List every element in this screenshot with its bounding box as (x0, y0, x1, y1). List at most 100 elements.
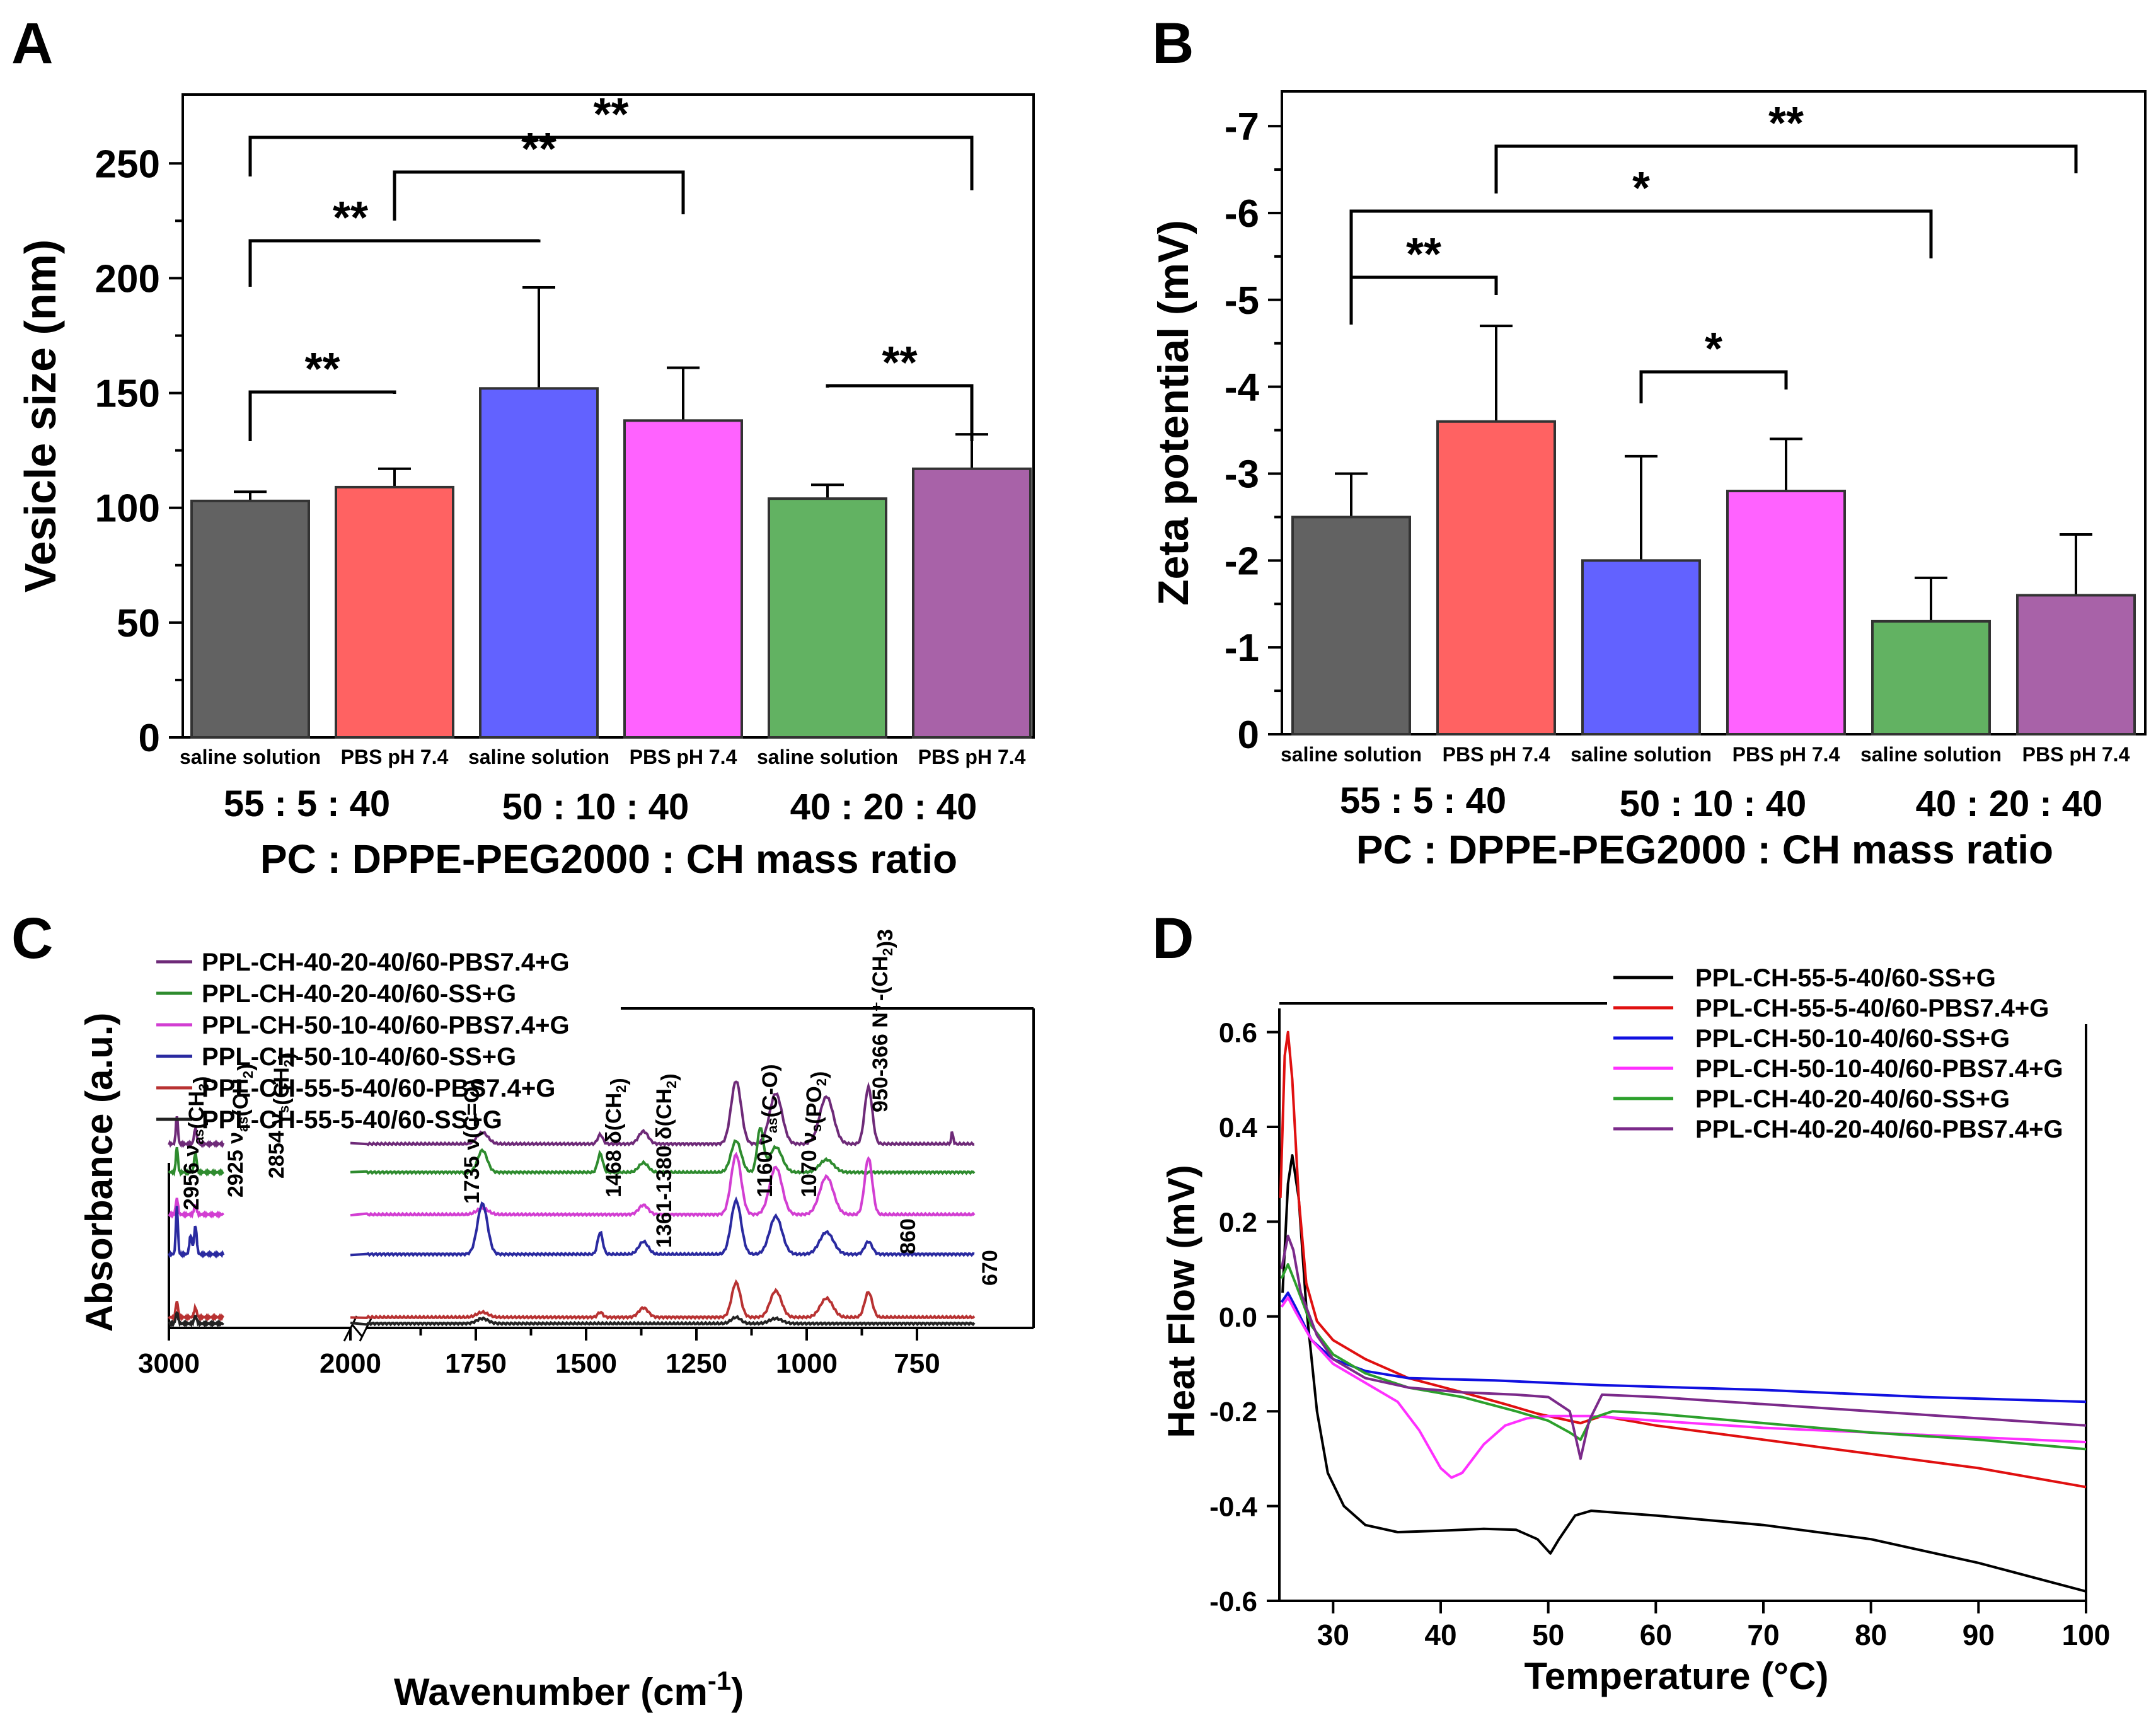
ftir-spectrum-segment-low (350, 1315, 976, 1327)
peak-subscript: 2 (880, 948, 896, 955)
dsc-x-tick-label: 60 (1640, 1618, 1672, 1651)
peak-text: ⁺-(CH (868, 956, 892, 1013)
ftir-spectrum-segment-low (350, 1126, 976, 1175)
b-y-tick-label: -3 (1225, 453, 1259, 496)
dsc-y-tick-label: 0.0 (1219, 1302, 1257, 1333)
dsc-y-tick-label: -0.4 (1209, 1492, 1257, 1523)
dsc-thermograms (1279, 1030, 2087, 1593)
vesicle-size-category-labels: saline solution PBS pH 7.4 saline solution… (180, 746, 1026, 768)
bar-2 (335, 485, 454, 739)
peak-subscript: 3 (196, 1083, 212, 1091)
ftir-x-label-end: ) (731, 1671, 744, 1713)
peak-text: 950-366 N (868, 1012, 892, 1112)
ftir-peak-label: 1160 νas(C-O) (753, 1064, 782, 1197)
bar-3 (1581, 559, 1701, 736)
dsc-legend-label: PPL-CH-40-20-40/60-PBS7.4+G (1695, 1116, 2063, 1143)
significance-label: ** (333, 193, 368, 243)
vesicle-size-significance: ** ** ** ** ** (248, 89, 974, 441)
ftir-x-tick-label: 2000 (320, 1348, 381, 1379)
bar-2 (1436, 420, 1556, 736)
peak-text: 670 (978, 1250, 1002, 1286)
vesicle-size-y-label: Vesicle size (nm) (16, 239, 65, 592)
peak-text: 860 (896, 1218, 920, 1254)
peak-subscript: 2 (281, 1059, 297, 1067)
significance-label: * (1632, 163, 1650, 214)
zeta-potential-significance: ****** (1349, 98, 2078, 403)
b-y-tick-label: -6 (1225, 192, 1259, 236)
significance-bracket (826, 384, 974, 441)
significance-bracket (248, 239, 541, 287)
category-label: saline solution (468, 746, 609, 768)
peak-subscript: as (191, 1129, 207, 1145)
ftir-spectrum-segment-high (168, 1301, 224, 1322)
ftir-spectrum-segment-high (168, 1311, 224, 1329)
zeta-potential-group-3: 40 : 20 : 40 (1916, 783, 2103, 824)
dsc-y-tick-label: -0.6 (1209, 1586, 1257, 1617)
vesicle-size-chart: 0 50 100 150 200 250 ** ** ** ** ** saline soluti… (16, 89, 1035, 882)
ftir-spectrum-segment-high (168, 1206, 225, 1259)
vesicle-size-y-axis: 0 50 100 150 200 250 (95, 142, 183, 760)
ftir-legend-label: PPL-CH-40-20-40/60-SS+G (202, 980, 516, 1008)
peak-text: 2956 ν (180, 1145, 204, 1210)
ftir-spectrum-segment-low (350, 1151, 976, 1218)
peak-subscript: as (235, 1117, 251, 1132)
ftir-peak-labels: 2956 νas(CH3)2925 νas(CH2)2854 νs(CH2)17… (180, 929, 1002, 1286)
b-y-tick-label: -5 (1225, 279, 1259, 323)
ftir-peak-label: 670 (978, 1250, 1002, 1286)
ftir-x-tick-label: 1750 (445, 1348, 507, 1379)
ftir-spectrum-segment-high (168, 1197, 224, 1219)
category-label: PBS pH 7.4 (2022, 743, 2130, 766)
significance-bracket (1639, 370, 1788, 403)
significance-label: ** (521, 124, 556, 175)
dsc-legend-label: PPL-CH-50-10-40/60-SS+G (1695, 1025, 2010, 1053)
peak-text: ) (275, 1053, 299, 1059)
ftir-legend-label: PPL-CH-50-10-40/60-SS+G (202, 1043, 516, 1071)
peak-text: ) (234, 1064, 258, 1071)
dsc-y-tick-label: 0.4 (1219, 1112, 1258, 1143)
bar-6 (2016, 594, 2136, 736)
vesicle-size-x-label: PC : DPPE-PEG2000 : CH mass ratio (260, 836, 957, 882)
peak-text: ) (657, 1073, 681, 1080)
peak-subscript: s (276, 1105, 292, 1113)
ftir-peak-label: 2925 νas(CH2) (224, 1064, 258, 1198)
dsc-y-tick-label: 0.2 (1219, 1207, 1257, 1238)
peak-text: 1468 δ(CH (602, 1093, 626, 1197)
peak-text: 1361-1380 δ(CH (652, 1088, 676, 1248)
peak-text: )3 (873, 929, 897, 948)
ftir-peak-label: 2956 νas(CH3) (180, 1076, 214, 1211)
b-y-tick-label: 0 (1238, 713, 1259, 757)
category-label: PBS pH 7.4 (341, 746, 449, 768)
peak-text: 1735 ν(C=O) (460, 1080, 484, 1204)
category-label: saline solution (1860, 743, 2002, 766)
peak-text: 1070 ν (797, 1132, 821, 1197)
ftir-spectrum-segment-low (350, 1196, 975, 1257)
ftir-legend-label: PPL-CH-40-20-40/60-PBS7.4+G (202, 949, 570, 976)
significance-label: ** (304, 344, 340, 395)
significance-bracket (1494, 144, 2078, 193)
ftir-x-tick-label: 1000 (776, 1348, 838, 1379)
vesicle-size-group-3: 40 : 20 : 40 (790, 787, 977, 828)
panel-label-d: D (1152, 906, 1194, 971)
ftir-y-label: Absorbance (a.u.) (78, 1013, 120, 1332)
dsc-x-tick-label: 90 (1963, 1618, 1995, 1651)
dsc-x-tick-label: 40 (1424, 1618, 1456, 1651)
category-label: PBS pH 7.4 (630, 746, 737, 768)
category-label: saline solution (757, 746, 898, 768)
significance-bracket (248, 136, 974, 190)
a-y-tick-label: 0 (139, 717, 160, 760)
ftir-x-label: Wavenumber (cm-1) (394, 1666, 744, 1713)
ftir-legend: PPL-CH-40-20-40/60-PBS7.4+G PPL-CH-40-20-… (156, 949, 570, 1134)
ftir-legend-label: PPL-CH-50-10-40/60-PBS7.4+G (202, 1012, 570, 1039)
peak-subscript: 2 (240, 1071, 256, 1078)
ftir-legend-label: PPL-CH-55-5-40/60-PBS7.4+G (202, 1075, 555, 1102)
a-y-tick-label: 150 (95, 372, 160, 416)
ftir-peak-label: 860 (896, 1218, 920, 1254)
ftir-x-label-sup: -1 (708, 1666, 731, 1695)
dsc-legend-label: PPL-CH-55-5-40/60-PBS7.4+G (1695, 995, 2049, 1022)
dsc-curve-3 (1280, 1291, 2087, 1404)
peak-text: 1160 ν (753, 1133, 777, 1197)
zeta-potential-group-2: 50 : 10 : 40 (1620, 783, 1807, 824)
ftir-spectrum-segment-low (350, 1080, 975, 1147)
panel-label-a: A (11, 11, 53, 76)
ftir-x-tick-label: 3000 (138, 1348, 200, 1379)
